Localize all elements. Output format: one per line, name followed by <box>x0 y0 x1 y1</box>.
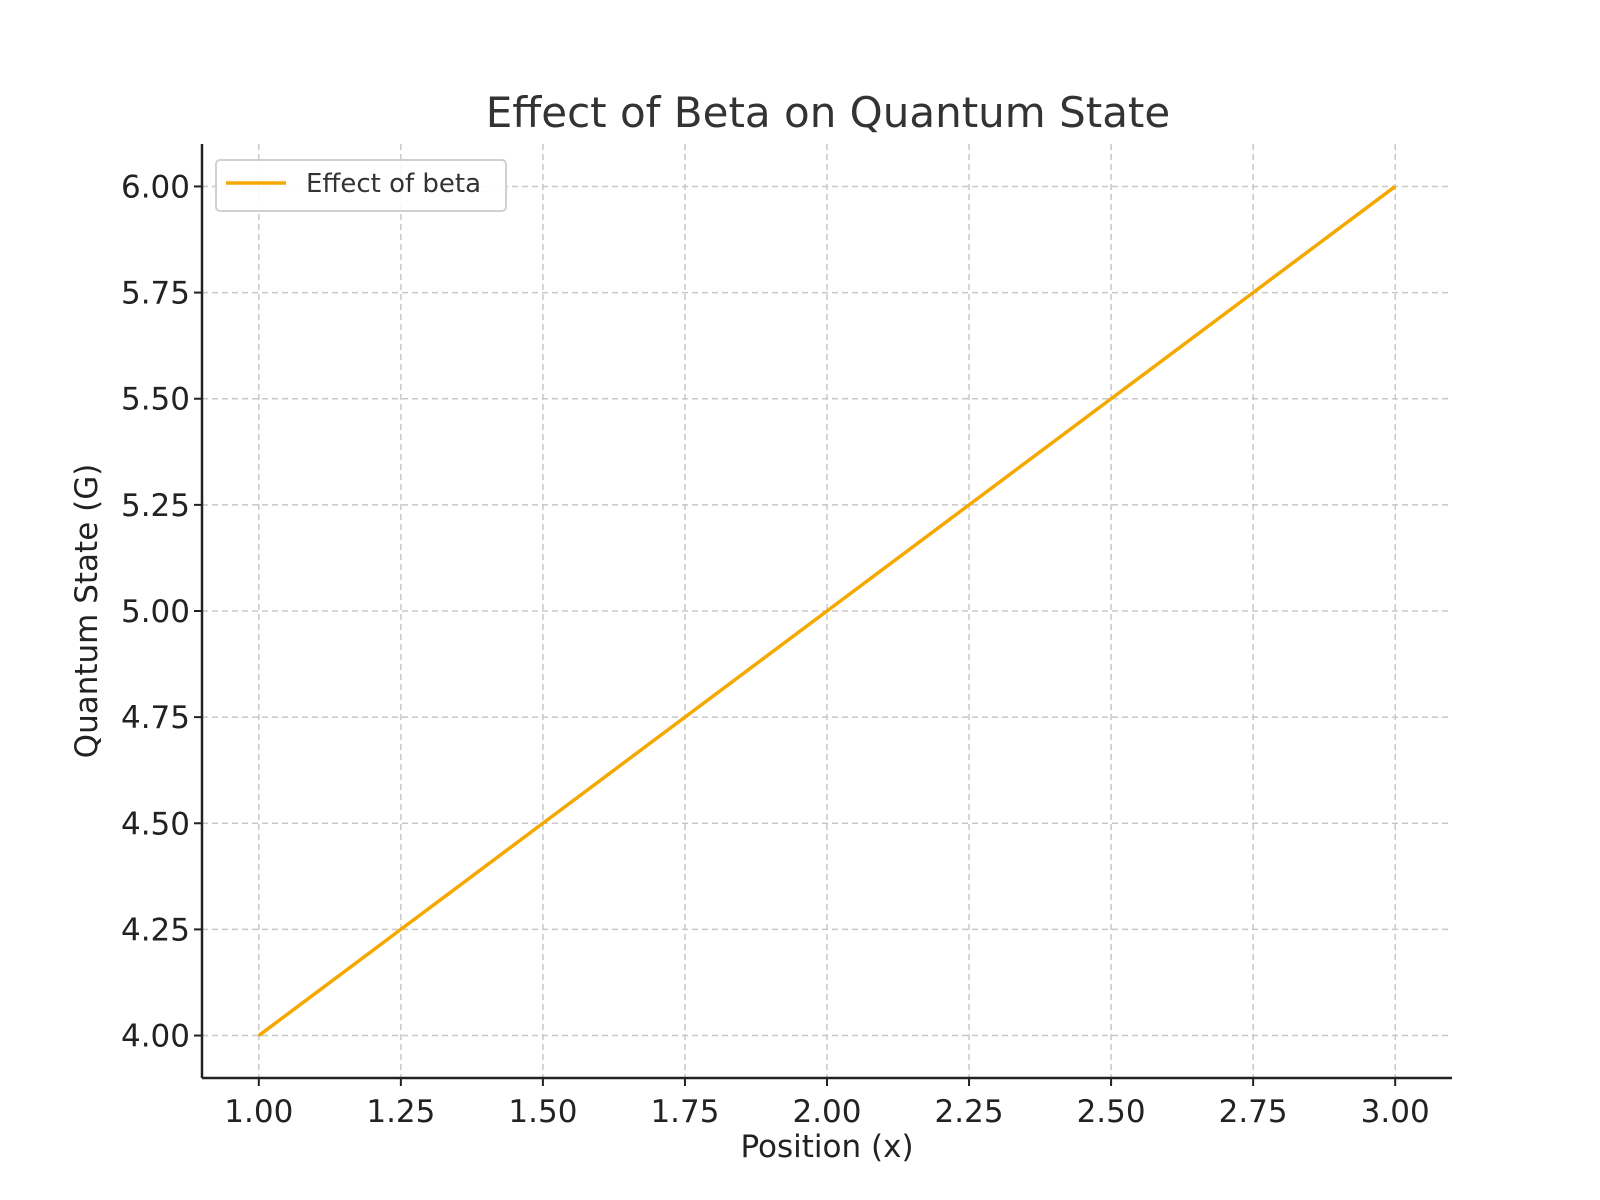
y-tick-label: 5.75 <box>121 276 190 312</box>
y-tick-label: 5.25 <box>121 488 190 524</box>
x-tick-label: 1.75 <box>650 1094 719 1130</box>
legend-label: Effect of beta <box>306 169 481 199</box>
y-axis-label: Quantum State (G) <box>69 464 105 759</box>
series-line-0 <box>257 185 1397 1037</box>
x-tick-label: 2.75 <box>1219 1094 1288 1130</box>
x-tick-label: 1.50 <box>508 1094 577 1130</box>
y-tick-label: 5.50 <box>121 382 190 418</box>
chart-title: Effect of Beta on Quantum State <box>486 88 1171 137</box>
y-tick-label: 6.00 <box>121 169 190 205</box>
x-axis-label: Position (x) <box>740 1129 913 1165</box>
x-tick-label: 1.00 <box>224 1094 293 1130</box>
x-tick-label: 2.25 <box>935 1094 1004 1130</box>
x-tick-label: 3.00 <box>1361 1094 1430 1130</box>
series-layer <box>257 185 1397 1037</box>
legend: Effect of beta <box>215 159 507 212</box>
x-tick-label: 1.25 <box>366 1094 435 1130</box>
y-ticks: 4.00 4.25 4.50 4.75 5.00 5.25 5.50 5.75 6.00 <box>121 169 202 1055</box>
y-tick-label: 4.50 <box>121 806 190 842</box>
legend-box <box>215 159 507 212</box>
x-tick-label: 2.50 <box>1077 1094 1146 1130</box>
y-tick-label: 5.00 <box>121 594 190 630</box>
y-tick-label: 4.25 <box>121 912 190 948</box>
y-tick-label: 4.00 <box>121 1019 190 1055</box>
y-tick-label: 4.75 <box>121 700 190 736</box>
grid <box>202 144 1452 1078</box>
x-tick-label: 2.00 <box>792 1094 861 1130</box>
x-ticks: 1.00 1.25 1.50 1.75 2.00 2.25 2.50 2.75 3.00 <box>224 1078 1430 1130</box>
